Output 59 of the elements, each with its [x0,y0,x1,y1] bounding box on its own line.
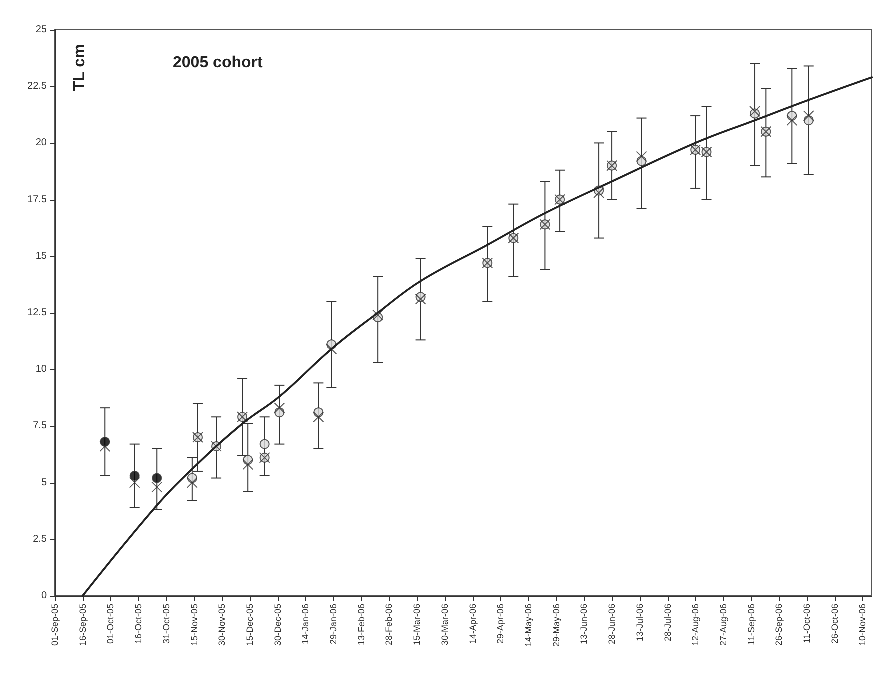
point [786,115,798,126]
x-tick-label: 31-Oct-05 [161,604,172,644]
point [803,110,814,122]
x-tick-label: 12-Aug-06 [690,604,701,646]
x-tick-label: 15-Mar-06 [412,604,422,646]
x-tick-label: 13-Jun-06 [579,604,590,645]
x-tick-label: 29-Apr-06 [496,604,506,644]
x-tick-label: 15-Nov-05 [189,604,200,646]
point [372,310,384,321]
x-tick-label: 28-Jul-06 [662,604,673,642]
point [152,473,162,484]
y-tick-label: 0 [41,590,48,602]
point [313,412,324,423]
x-tick-label: 15-Dec-05 [244,604,255,646]
point [274,402,286,414]
x-tick-label: 26-Sep-06 [774,604,784,646]
y-tick-label: 20 [36,138,48,149]
y-tick-label: 7.5 [33,420,48,432]
y-tick-label: 5 [41,477,48,488]
x-tick-label: 11-Sep-06 [746,604,756,646]
point [242,459,254,470]
point [594,188,605,199]
x-tick-label: 01-Sep-05 [50,604,60,646]
x-tick-label: 11-Oct-06 [802,604,812,644]
point [415,294,426,305]
x-tick-label: 13-Jul-06 [634,604,645,642]
x-tick-label: 10-Nov-06 [858,604,868,646]
x-tick-label: 28-Feb-06 [384,604,394,646]
text: 2005 cohort [173,54,264,72]
x-tick-label: 14-May-06 [523,604,534,648]
y-tick-label: 25 [36,24,48,36]
x-tick-label: 30-Mar-06 [440,604,450,646]
x-tick-label: 28-Jun-06 [607,604,618,645]
x-tick-label: 16-Sep-05 [78,604,88,646]
point [130,471,140,482]
point [636,151,648,162]
y-tick-label: 10 [36,364,48,376]
y-tick-label: 12.5 [28,308,48,318]
point [152,482,163,493]
y-axis-title: TL cm [72,44,88,92]
point [260,439,270,450]
y-tick-label: 2.5 [33,534,48,545]
y-tick-label: 15 [36,250,48,262]
x-tick-label: 13-Feb-06 [356,604,366,646]
x-tick-label: 29-Jan-06 [328,604,339,645]
x-tick-label: 30-Nov-05 [217,604,228,646]
x-tick-label: 14-Jan-06 [300,604,311,645]
x-tick-label: 16-Oct-05 [134,604,144,644]
x-tick-label: 27-Aug-06 [718,604,728,646]
x-tick-label: 14-Apr-06 [468,604,478,644]
point [186,477,198,488]
y-tick-label: 22.5 [28,81,48,92]
x-tick-label: 26-Oct-06 [830,604,840,644]
y-tick-label: 17.5 [28,194,48,206]
x-tick-label: 30-Dec-05 [272,604,283,646]
point [129,477,140,488]
x-tick-label: 01-Oct-05 [106,604,116,644]
point [750,106,761,118]
x-tick-label: 29-May-06 [551,604,562,648]
